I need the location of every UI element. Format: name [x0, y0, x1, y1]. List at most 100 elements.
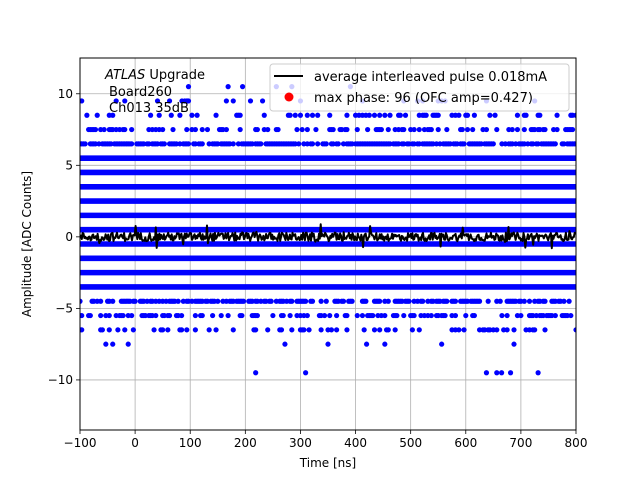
sample-point — [365, 126, 371, 133]
sample-point — [377, 112, 383, 118]
sample-point — [303, 298, 309, 304]
sample-point — [463, 312, 469, 319]
legend: average interleaved pulse 0.018mA max ph… — [269, 63, 570, 112]
sample-point — [223, 98, 229, 104]
sample-point — [566, 298, 572, 304]
sample-point — [554, 112, 560, 118]
sample-point — [518, 312, 524, 319]
y-tick-label: −5 — [55, 301, 73, 315]
sample-point — [397, 112, 403, 118]
sample-point — [313, 126, 319, 133]
sample-point — [354, 312, 360, 319]
sample-band — [80, 198, 576, 204]
sample-point — [84, 112, 90, 118]
sample-point — [444, 298, 450, 304]
sample-point — [185, 141, 192, 147]
sample-point — [122, 327, 128, 333]
sample-point — [344, 312, 350, 319]
sample-point — [204, 126, 211, 133]
sample-point — [170, 126, 176, 133]
sample-point — [268, 298, 274, 304]
sample-point — [110, 341, 116, 347]
sample-point — [459, 126, 465, 133]
sample-point — [499, 312, 505, 319]
sample-point — [315, 141, 321, 147]
sample-point — [327, 112, 333, 118]
sample-point — [464, 112, 471, 118]
sample-point — [294, 126, 300, 133]
x-tick-label: −100 — [64, 436, 97, 450]
y-axis-ticks: −10 −5 0 5 10 — [48, 87, 80, 387]
plot-frame — [79, 57, 577, 431]
sample-point — [192, 126, 198, 133]
sample-point — [334, 327, 340, 333]
sample-point — [318, 327, 324, 333]
sample-point — [535, 370, 541, 376]
annotation-line2: Board260 — [109, 85, 172, 100]
sample-point — [304, 312, 310, 319]
sample-point — [371, 327, 378, 333]
sample-point — [129, 141, 135, 147]
sample-point — [199, 141, 205, 147]
sample-point — [323, 141, 329, 147]
sample-point — [321, 312, 328, 319]
sample-point — [411, 126, 417, 133]
x-tick-label: 500 — [399, 436, 422, 450]
sample-point — [470, 126, 476, 133]
sample-point — [507, 370, 514, 376]
sample-point — [110, 298, 116, 304]
sample-point — [129, 126, 135, 133]
sample-point — [130, 327, 136, 333]
sample-point — [80, 312, 85, 319]
sample-point — [378, 126, 384, 133]
sample-point — [366, 112, 372, 118]
sample-band — [80, 169, 576, 176]
y-axis-label: Amplitude [ADC Counts] — [20, 171, 34, 317]
sample-point — [237, 112, 243, 118]
sample-point — [385, 298, 391, 304]
sample-point — [265, 126, 271, 133]
sample-point — [301, 327, 307, 333]
sample-point — [98, 312, 104, 319]
sample-point — [439, 341, 445, 347]
sample-point — [175, 298, 181, 304]
sample-point — [537, 112, 543, 118]
sample-point — [106, 327, 112, 333]
sample-point — [497, 298, 503, 304]
sample-point — [87, 312, 93, 319]
sample-point — [435, 112, 441, 118]
sample-point — [265, 327, 271, 333]
sample-point — [521, 298, 527, 304]
x-tick-label: 300 — [289, 436, 312, 450]
sample-point — [80, 327, 85, 333]
sample-point — [106, 312, 112, 319]
sample-point — [125, 341, 131, 347]
sample-point — [382, 341, 388, 347]
sample-point — [504, 327, 510, 333]
sample-point — [230, 141, 236, 147]
x-tick-label: 100 — [179, 436, 202, 450]
sample-point — [444, 126, 450, 133]
sample-point — [259, 98, 266, 104]
sample-point — [184, 126, 190, 133]
sample-point — [552, 312, 558, 319]
sample-point — [402, 112, 409, 118]
annotation-line1: ATLAS Upgrade — [104, 68, 205, 83]
sample-point — [499, 370, 505, 376]
sample-point — [344, 126, 350, 133]
sample-point — [94, 112, 100, 118]
sample-point — [194, 112, 200, 118]
sample-point — [569, 126, 576, 133]
sample-point — [115, 327, 121, 333]
sample-point — [303, 370, 309, 376]
sample-point — [278, 327, 285, 333]
sample-point — [370, 312, 376, 319]
sample-point — [568, 312, 574, 319]
sample-band — [80, 155, 576, 161]
x-axis-ticks: −100 0 100 200 300 400 500 600 700 800 — [64, 430, 588, 450]
sample-point — [306, 327, 312, 333]
sample-point — [253, 327, 259, 333]
sample-point — [168, 112, 174, 118]
x-tick-label: 800 — [565, 436, 588, 450]
sample-point — [456, 112, 462, 118]
